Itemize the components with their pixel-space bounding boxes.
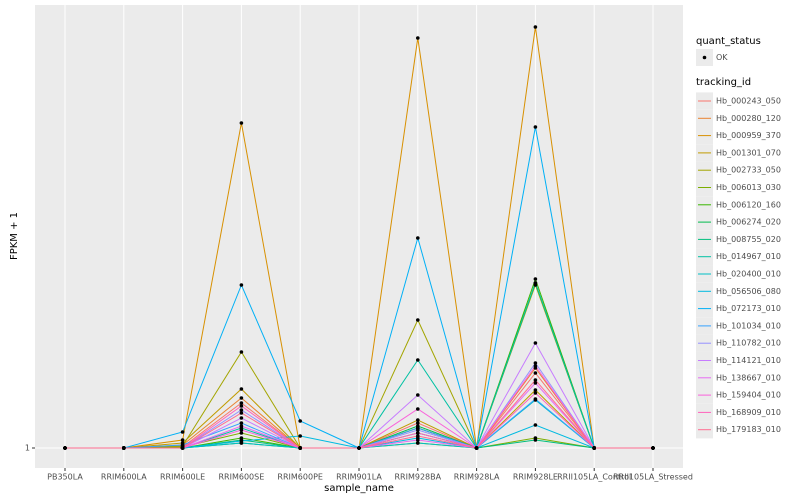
- data-point: [416, 441, 420, 445]
- data-point: [474, 446, 479, 450]
- data-point: [533, 25, 538, 29]
- data-point: [533, 125, 538, 129]
- data-point: [416, 428, 420, 432]
- data-point: [239, 350, 244, 354]
- y-tick-label: 1: [25, 444, 30, 453]
- y-axis-title: FPKM + 1: [9, 212, 20, 260]
- data-point: [239, 401, 244, 405]
- data-point: [239, 404, 244, 408]
- data-point: [239, 396, 244, 400]
- data-point: [533, 364, 538, 368]
- data-point: [239, 431, 244, 435]
- x-axis-title: sample_name: [324, 483, 394, 494]
- x-tick-label: RRIM600PE: [277, 473, 323, 482]
- data-point: [533, 381, 538, 385]
- data-point: [298, 419, 303, 423]
- legend-label: Hb_020400_010: [716, 270, 781, 279]
- data-point: [416, 407, 420, 411]
- data-point: [239, 428, 244, 432]
- legend-label: Hb_000243_050: [716, 97, 781, 106]
- data-point: [239, 421, 244, 425]
- x-tick-label: RRIM901LA: [336, 473, 382, 482]
- data-point: [416, 421, 420, 425]
- legend-label: Hb_000280_120: [716, 114, 781, 123]
- legend-label: OK: [716, 53, 728, 62]
- data-point: [357, 446, 361, 450]
- data-point: [239, 283, 244, 287]
- data-point: [180, 446, 185, 450]
- legend-label: Hb_101034_010: [716, 321, 781, 330]
- legend-label: Hb_014967_010: [716, 252, 781, 261]
- legend-title: tracking_id: [696, 77, 751, 88]
- legend-label: Hb_110782_010: [716, 339, 781, 348]
- data-point: [239, 121, 244, 125]
- legend-label: Hb_168909_010: [716, 408, 781, 417]
- data-point: [239, 387, 244, 391]
- data-point: [180, 443, 185, 447]
- data-point: [416, 431, 420, 435]
- data-point: [180, 438, 185, 442]
- legend-label: Hb_006120_160: [716, 200, 781, 209]
- legend-label: Hb_008755_020: [716, 235, 781, 244]
- data-point: [239, 416, 244, 420]
- legend-label: Hb_056506_080: [716, 287, 781, 296]
- data-point: [533, 361, 538, 365]
- legend-label: Hb_138667_010: [716, 373, 781, 382]
- x-tick-label: RRIM600LE: [160, 473, 205, 482]
- data-point: [416, 358, 420, 362]
- data-point: [298, 434, 303, 438]
- legend-label: Hb_001301_070: [716, 148, 781, 157]
- data-point: [63, 446, 67, 450]
- data-point: [298, 446, 303, 450]
- legend-title: quant_status: [696, 36, 761, 47]
- data-point: [416, 318, 420, 322]
- x-tick-label: RRII105LA_Stressed: [613, 473, 693, 482]
- legend-label: Hb_006013_030: [716, 183, 781, 192]
- data-point: [239, 424, 244, 428]
- data-point: [533, 277, 538, 281]
- data-point: [416, 438, 420, 442]
- x-tick-label: RRIM600LA: [101, 473, 147, 482]
- legend-label: Hb_072173_010: [716, 304, 781, 313]
- data-point: [180, 430, 185, 434]
- data-point: [416, 418, 420, 422]
- legend-label: Hb_159404_010: [716, 391, 781, 400]
- x-tick-label: RRII105LA_Control: [557, 473, 631, 482]
- data-point: [533, 341, 538, 345]
- x-tick-label: PB350LA: [47, 473, 83, 482]
- data-point: [533, 378, 538, 382]
- data-point: [416, 393, 420, 397]
- data-point: [592, 446, 596, 450]
- data-point: [533, 438, 538, 442]
- data-point: [533, 281, 538, 285]
- data-point: [416, 434, 420, 438]
- data-point: [239, 439, 244, 443]
- data-point: [533, 397, 538, 401]
- data-point: [416, 236, 420, 240]
- x-tick-label: RRIM928LA: [454, 473, 500, 482]
- x-tick-label: RRIM928BA: [394, 473, 441, 482]
- legend-label: Hb_006274_020: [716, 218, 781, 227]
- x-tick-label: RRIM928LE: [513, 473, 558, 482]
- data-point: [239, 411, 244, 415]
- data-point: [651, 446, 655, 450]
- data-point: [533, 371, 538, 375]
- data-point: [122, 446, 126, 450]
- legend-label: Hb_002733_050: [716, 166, 781, 175]
- data-point: [416, 36, 420, 40]
- x-tick-label: RRIM600SE: [219, 473, 265, 482]
- data-point: [239, 408, 244, 412]
- legend-symbol: [702, 55, 707, 60]
- data-point: [533, 391, 538, 395]
- data-point: [533, 388, 538, 392]
- data-point: [533, 423, 538, 427]
- legend-label: Hb_179183_010: [716, 425, 781, 434]
- legend-label: Hb_000959_370: [716, 131, 781, 140]
- legend-label: Hb_114121_010: [716, 356, 781, 365]
